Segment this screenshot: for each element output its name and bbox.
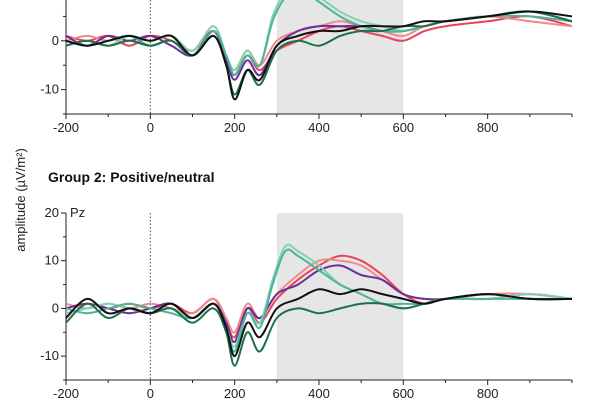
x-tick-label: 800 xyxy=(477,120,499,135)
shaded-window xyxy=(276,0,404,114)
y-axis-label: amplitude (µV/m²) xyxy=(13,148,28,252)
x-tick-label: 600 xyxy=(392,386,414,400)
panel2-title: Group 2: Positive/neutral xyxy=(48,169,214,185)
y-tick-label: -10 xyxy=(40,348,59,363)
series-line xyxy=(66,288,572,358)
x-tick-label: 600 xyxy=(392,120,414,135)
y-tick-label: 0 xyxy=(52,300,59,315)
x-tick-label: 200 xyxy=(224,120,246,135)
panel-bottom-chart: -200 0 200 400 600 800 20 10 0 -10 Pz xyxy=(40,205,573,400)
x-tick-label: 400 xyxy=(308,386,330,400)
electrode-label: Pz xyxy=(70,205,85,220)
x-tick-label: 200 xyxy=(224,386,246,400)
x-tick-label: 0 xyxy=(147,120,154,135)
x-tick-label: -200 xyxy=(53,386,79,400)
x-tick-label: 400 xyxy=(308,120,330,135)
y-tick-label: 10 xyxy=(45,253,59,268)
y-tick-label: 0 xyxy=(52,33,59,48)
series-line xyxy=(66,10,572,101)
panel-top-chart: -200 0 200 400 600 800 0 -10 xyxy=(40,0,573,135)
series-group xyxy=(66,0,572,101)
series-line xyxy=(66,10,572,96)
shaded-window xyxy=(276,213,404,380)
x-tick-label: -200 xyxy=(53,120,79,135)
x-tick-label: 800 xyxy=(477,386,499,400)
y-tick-label: -10 xyxy=(40,82,59,97)
y-tick-label: 20 xyxy=(45,205,59,220)
x-tick-label: 0 xyxy=(147,386,154,400)
series-group xyxy=(66,243,572,367)
